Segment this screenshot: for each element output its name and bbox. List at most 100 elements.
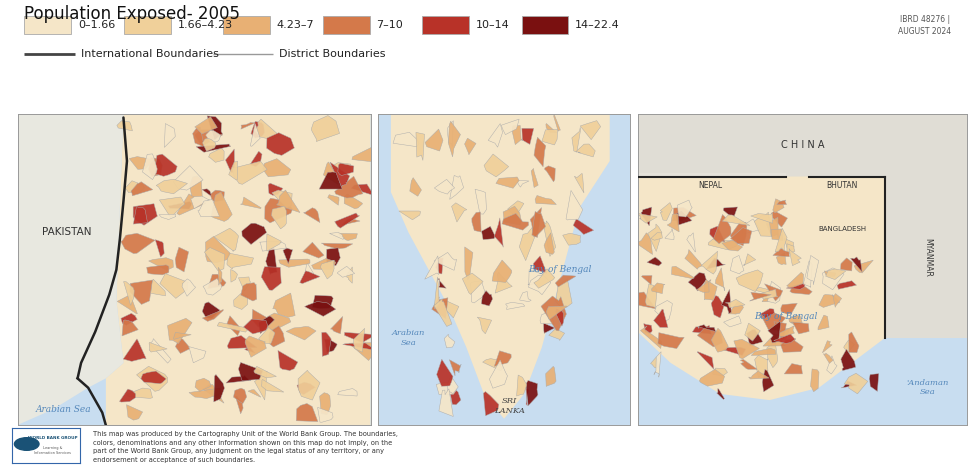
Polygon shape <box>684 249 702 269</box>
Polygon shape <box>527 270 544 285</box>
Polygon shape <box>122 320 138 336</box>
Polygon shape <box>258 327 275 344</box>
Polygon shape <box>211 190 224 202</box>
Text: BANGLADESH: BANGLADESH <box>818 226 866 232</box>
Text: NEPAL: NEPAL <box>698 181 722 191</box>
Polygon shape <box>234 293 248 310</box>
Polygon shape <box>176 339 190 354</box>
Polygon shape <box>822 268 844 290</box>
Polygon shape <box>259 242 287 251</box>
Polygon shape <box>434 179 454 194</box>
Polygon shape <box>751 213 772 223</box>
Polygon shape <box>347 267 352 283</box>
Polygon shape <box>745 323 760 341</box>
Polygon shape <box>854 260 874 273</box>
Polygon shape <box>483 359 503 371</box>
Polygon shape <box>722 239 743 251</box>
Polygon shape <box>647 257 662 266</box>
Text: This map was produced by the Cartography Unit of the World Bank Group. The bound: This map was produced by the Cartography… <box>93 432 398 463</box>
Polygon shape <box>207 116 222 140</box>
Text: Arabian Sea: Arabian Sea <box>36 405 92 414</box>
Polygon shape <box>730 222 747 246</box>
Polygon shape <box>436 258 443 274</box>
Polygon shape <box>722 215 750 226</box>
Polygon shape <box>209 149 224 163</box>
Polygon shape <box>399 211 420 220</box>
Text: BHUTAN: BHUTAN <box>826 181 858 191</box>
Polygon shape <box>542 129 558 145</box>
Polygon shape <box>159 197 185 218</box>
Polygon shape <box>520 291 531 302</box>
Polygon shape <box>168 318 192 344</box>
Polygon shape <box>272 190 292 208</box>
Polygon shape <box>117 295 137 314</box>
Polygon shape <box>117 121 133 131</box>
Polygon shape <box>743 254 756 266</box>
Polygon shape <box>488 124 502 147</box>
Polygon shape <box>521 128 533 144</box>
Polygon shape <box>278 350 297 371</box>
Polygon shape <box>722 290 731 313</box>
Polygon shape <box>312 258 335 269</box>
Polygon shape <box>436 382 456 395</box>
Polygon shape <box>556 279 572 309</box>
Polygon shape <box>763 334 786 346</box>
Polygon shape <box>574 173 584 193</box>
Polygon shape <box>810 369 819 392</box>
Polygon shape <box>544 233 555 254</box>
Polygon shape <box>189 388 221 398</box>
Polygon shape <box>232 161 267 184</box>
Polygon shape <box>667 214 680 232</box>
Polygon shape <box>445 334 455 348</box>
Polygon shape <box>755 212 771 236</box>
Polygon shape <box>251 121 264 138</box>
Polygon shape <box>711 328 728 352</box>
Polygon shape <box>776 253 786 265</box>
Polygon shape <box>203 278 221 295</box>
Polygon shape <box>762 295 775 302</box>
Text: Population Exposed- 2005: Population Exposed- 2005 <box>24 6 241 23</box>
Polygon shape <box>672 207 696 221</box>
Polygon shape <box>217 322 248 332</box>
Polygon shape <box>121 234 155 254</box>
Text: 10–14: 10–14 <box>476 20 510 30</box>
Polygon shape <box>546 124 557 133</box>
Polygon shape <box>740 360 758 369</box>
Polygon shape <box>245 347 254 353</box>
Polygon shape <box>131 182 153 196</box>
Polygon shape <box>508 201 524 216</box>
Polygon shape <box>749 371 769 379</box>
Polygon shape <box>655 300 673 321</box>
Text: MYANMAR: MYANMAR <box>923 238 932 277</box>
Polygon shape <box>165 124 176 148</box>
Polygon shape <box>580 120 601 140</box>
Polygon shape <box>771 229 783 241</box>
Polygon shape <box>541 296 566 331</box>
Polygon shape <box>818 315 829 330</box>
Polygon shape <box>123 339 146 361</box>
Polygon shape <box>233 388 247 403</box>
Polygon shape <box>496 177 519 188</box>
Polygon shape <box>781 339 803 352</box>
Polygon shape <box>773 199 784 213</box>
Polygon shape <box>723 316 741 327</box>
Polygon shape <box>266 133 294 156</box>
Polygon shape <box>482 290 492 306</box>
Bar <box>323 16 370 34</box>
Polygon shape <box>827 356 838 374</box>
Polygon shape <box>777 200 787 205</box>
Polygon shape <box>121 313 137 325</box>
Polygon shape <box>349 342 378 361</box>
Polygon shape <box>843 340 854 353</box>
Text: 'Andaman
Sea: 'Andaman Sea <box>907 379 949 396</box>
Polygon shape <box>212 192 232 221</box>
Polygon shape <box>438 301 459 318</box>
Polygon shape <box>330 162 350 187</box>
Polygon shape <box>554 113 561 131</box>
Polygon shape <box>840 349 856 371</box>
Polygon shape <box>730 227 752 244</box>
Bar <box>422 16 469 34</box>
Polygon shape <box>229 161 238 180</box>
Polygon shape <box>304 263 317 278</box>
Polygon shape <box>277 190 300 212</box>
